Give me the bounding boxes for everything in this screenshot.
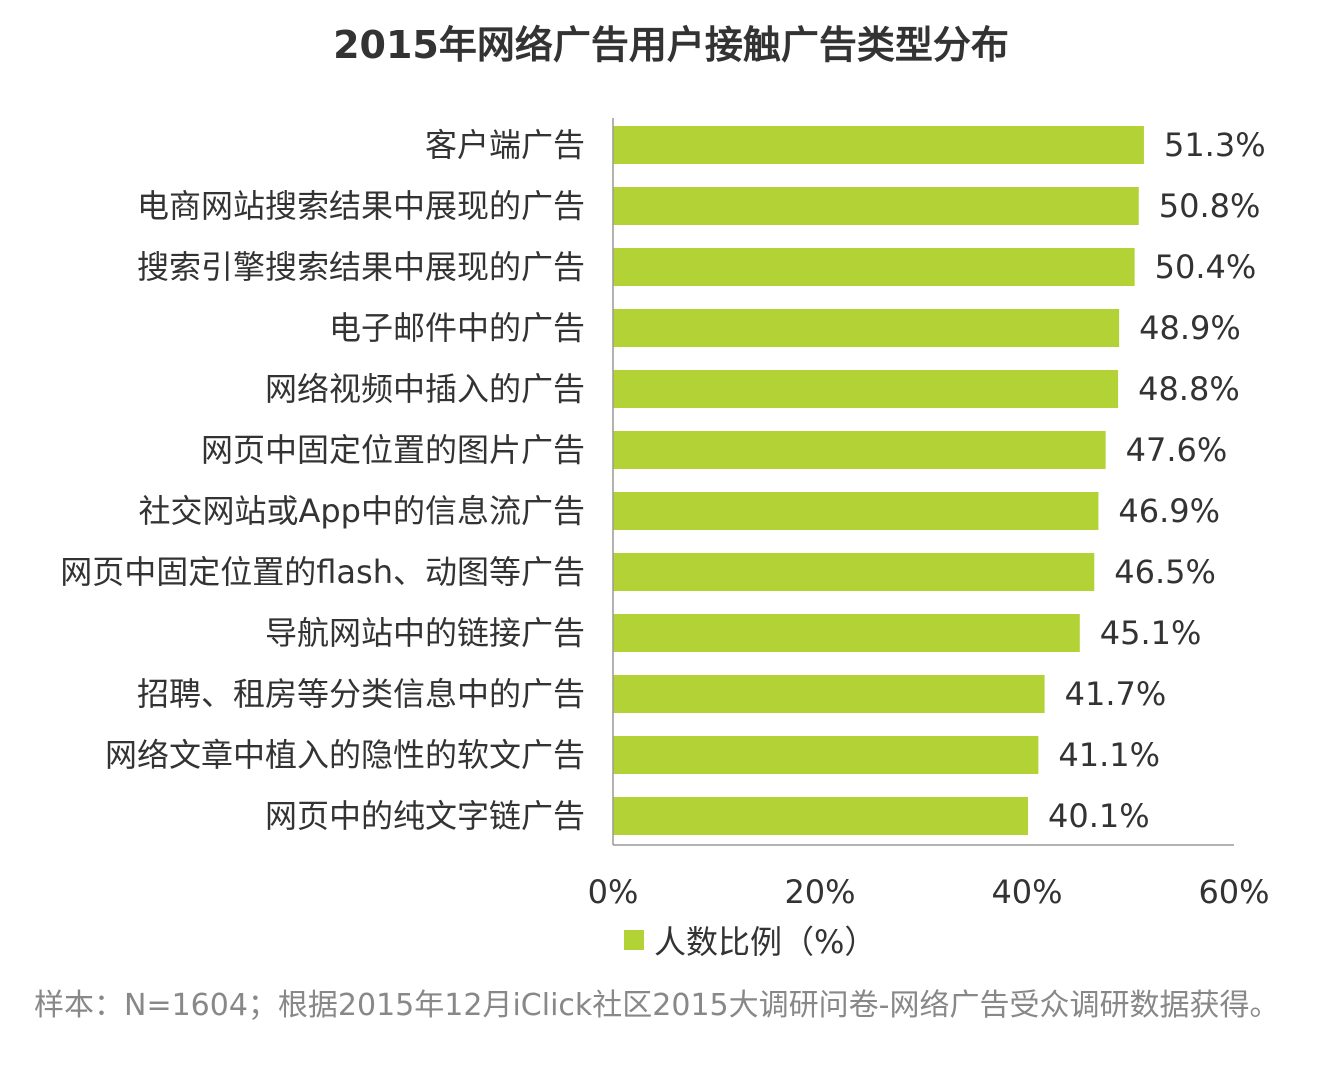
data-label: 46.9% — [1118, 492, 1220, 530]
data-label: 50.8% — [1159, 187, 1261, 225]
bar — [613, 431, 1106, 469]
bar — [613, 248, 1135, 286]
bar — [613, 675, 1045, 713]
bar — [613, 492, 1099, 530]
data-label: 41.7% — [1065, 675, 1167, 713]
bar — [613, 187, 1139, 225]
category-label: 招聘、租房等分类信息中的广告 — [137, 675, 585, 713]
legend-label: 人数比例（%） — [654, 923, 877, 961]
legend-swatch — [624, 930, 644, 950]
bar — [613, 126, 1144, 164]
data-label: 46.5% — [1114, 553, 1216, 591]
footnote: 样本：N=1604；根据2015年12月iClick社区2015大调研问卷-网络… — [34, 988, 1280, 1023]
bars-layer: 客户端广告 51.3% 电商网站搜索结果中展现的广告 50.8% 搜索引擎搜索结果中展现… — [60, 126, 1266, 835]
category-label: 电子邮件中的广告 — [329, 309, 585, 347]
bar — [613, 309, 1120, 347]
category-label: 网页中的纯文字链广告 — [265, 797, 585, 835]
data-label: 50.4% — [1155, 248, 1257, 286]
data-label: 40.1% — [1048, 797, 1150, 835]
data-label: 51.3% — [1164, 126, 1266, 164]
category-label: 网络文章中植入的隐性的软文广告 — [105, 736, 585, 774]
data-label: 41.1% — [1058, 736, 1160, 774]
x-tick-label: 20% — [784, 873, 855, 911]
category-label: 导航网站中的链接广告 — [265, 614, 585, 652]
category-label: 搜索引擎搜索结果中展现的广告 — [137, 248, 585, 286]
x-tick-label: 0% — [588, 873, 639, 911]
category-label: 网页中固定位置的图片广告 — [201, 431, 585, 469]
bar — [613, 797, 1029, 835]
data-label: 48.9% — [1139, 309, 1241, 347]
bar — [613, 614, 1080, 652]
bar — [613, 736, 1039, 774]
category-label: 社交网站或App中的信息流广告 — [138, 492, 585, 530]
category-label: 客户端广告 — [425, 126, 585, 164]
data-label: 45.1% — [1100, 614, 1202, 652]
category-label: 电商网站搜索结果中展现的广告 — [137, 187, 585, 225]
x-tick-label: 40% — [991, 873, 1062, 911]
data-label: 48.8% — [1138, 370, 1240, 408]
data-label: 47.6% — [1126, 431, 1228, 469]
category-label: 网页中固定位置的flash、动图等广告 — [60, 553, 585, 591]
bar — [613, 370, 1119, 408]
legend: 人数比例（%） — [624, 918, 876, 962]
bar — [613, 553, 1095, 591]
axis-layer: 0% 20% 40% 60% — [588, 118, 1270, 911]
x-tick-label: 60% — [1198, 873, 1269, 911]
category-label: 网络视频中插入的广告 — [265, 370, 585, 408]
chart-title: 2015年网络广告用户接触广告类型分布 — [333, 23, 1009, 67]
